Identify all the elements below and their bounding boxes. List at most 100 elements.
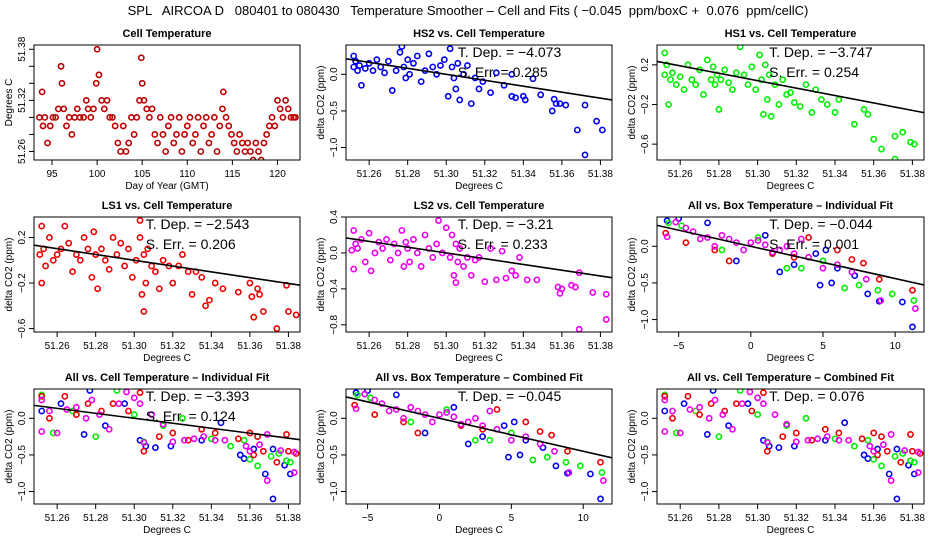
stat-annotation: S. Err. = 0.285 — [458, 64, 548, 80]
data-point-ls1 — [696, 411, 703, 419]
data-point-ls1 — [109, 234, 117, 241]
data-point-ls2 — [565, 469, 573, 476]
data-point-cell — [175, 114, 183, 121]
x-tick-label: 51.28 — [395, 169, 420, 180]
y-axis-label: delta CO2 (ppm) — [316, 238, 327, 312]
data-point-ls1 — [661, 392, 669, 400]
data-point-hs1 — [254, 462, 261, 470]
data-point-ls2 — [877, 297, 885, 304]
points-group — [661, 45, 918, 160]
data-point-cell — [46, 122, 54, 130]
data-point-hs2 — [864, 455, 872, 462]
data-point-hs2 — [898, 298, 906, 306]
data-point-ls2 — [38, 396, 46, 404]
data-point-cell — [173, 131, 180, 138]
data-point-cell — [268, 114, 276, 121]
data-point-ls2 — [385, 407, 393, 415]
x-tick-label: 51.32 — [160, 341, 185, 352]
data-point-hs1 — [676, 73, 684, 81]
data-point-ls2 — [746, 389, 754, 396]
data-point-cell — [233, 148, 241, 155]
data-point-cell — [57, 62, 65, 70]
data-point-cell — [219, 105, 226, 113]
data-point-ls2 — [763, 439, 771, 446]
data-point-ls2 — [394, 249, 402, 257]
data-point-ls1 — [848, 256, 856, 263]
data-point-ls1 — [169, 429, 177, 437]
data-point-ls2 — [115, 400, 123, 408]
data-point-ls2 — [140, 439, 148, 446]
data-point-cell — [159, 131, 167, 138]
data-point-cell — [225, 122, 233, 130]
data-point-hs2 — [487, 89, 494, 97]
data-point-hs2 — [452, 85, 460, 93]
plot-frame — [656, 44, 925, 161]
data-point-ls2 — [402, 238, 410, 246]
data-point-hs1 — [864, 110, 872, 118]
regression-line — [657, 60, 924, 114]
data-point-cell — [208, 131, 216, 138]
data-point-hs1 — [775, 101, 783, 108]
data-point-cell — [244, 139, 252, 147]
data-point-hs2 — [404, 56, 412, 64]
data-point-ls1 — [76, 256, 84, 264]
y-tick-label: 51.32 — [17, 87, 28, 112]
data-point-hs2 — [828, 279, 836, 287]
data-point-ls1 — [858, 435, 866, 443]
data-point-cell — [181, 131, 188, 138]
data-point-ls2 — [661, 396, 669, 404]
data-point-ls1 — [283, 431, 290, 438]
data-point-cell — [205, 139, 213, 147]
data-point-hs1 — [113, 389, 121, 394]
data-point-hs1 — [767, 112, 775, 120]
points-group — [36, 45, 299, 160]
data-point-ls1 — [254, 285, 261, 293]
data-point-hs2 — [775, 444, 783, 451]
data-point-cell — [100, 105, 108, 113]
data-point-hs1 — [870, 135, 878, 143]
data-point-ls1 — [219, 285, 227, 293]
x-tick-label: 51.36 — [861, 169, 886, 180]
data-point-hs1 — [802, 81, 810, 89]
points-group — [350, 45, 606, 159]
data-point-ls1 — [206, 296, 213, 304]
y-tick-label: 0.0 — [329, 67, 340, 81]
data-point-ls2 — [361, 390, 369, 398]
data-point-cell — [151, 131, 159, 138]
y-tick-label: −0.4 — [329, 279, 340, 299]
data-point-cell — [162, 148, 170, 155]
data-point-cell — [156, 114, 164, 121]
data-point-hs2 — [402, 74, 410, 82]
x-tick-label: 95 — [46, 169, 58, 180]
data-point-ls1 — [351, 401, 359, 409]
data-point-ls2 — [417, 263, 425, 270]
plot-frame — [656, 216, 925, 333]
data-point-ls1 — [136, 234, 144, 241]
data-point-ls2 — [398, 227, 406, 234]
data-point-hs2 — [864, 290, 872, 298]
data-point-ls2 — [558, 285, 566, 293]
data-point-ls2 — [819, 264, 827, 272]
data-point-ls2 — [354, 245, 361, 252]
y-tick-label: −0.6 — [17, 318, 28, 338]
data-point-hs2 — [841, 419, 849, 427]
data-point-ls2 — [481, 278, 489, 286]
data-point-ls2 — [760, 400, 767, 408]
data-point-ls1 — [763, 447, 771, 455]
data-point-hs1 — [779, 76, 787, 84]
data-point-hs2 — [573, 126, 581, 134]
data-point-ls1 — [36, 251, 44, 258]
data-point-hs2 — [392, 67, 400, 75]
y-tick-label: −0.5 — [329, 445, 340, 465]
data-point-hs1 — [910, 140, 918, 148]
data-point-hs2 — [893, 495, 901, 503]
data-point-ls2 — [82, 414, 90, 422]
data-point-cell — [238, 139, 246, 147]
x-tick-label: 51.32 — [784, 169, 809, 180]
data-point-ls2 — [602, 290, 610, 298]
data-point-ls1 — [897, 458, 905, 466]
data-point-ls1 — [202, 302, 209, 310]
y-axis-label: delta CO2 (ppm) — [627, 238, 638, 312]
data-point-ls2 — [718, 231, 726, 239]
data-point-ls1 — [835, 429, 843, 437]
